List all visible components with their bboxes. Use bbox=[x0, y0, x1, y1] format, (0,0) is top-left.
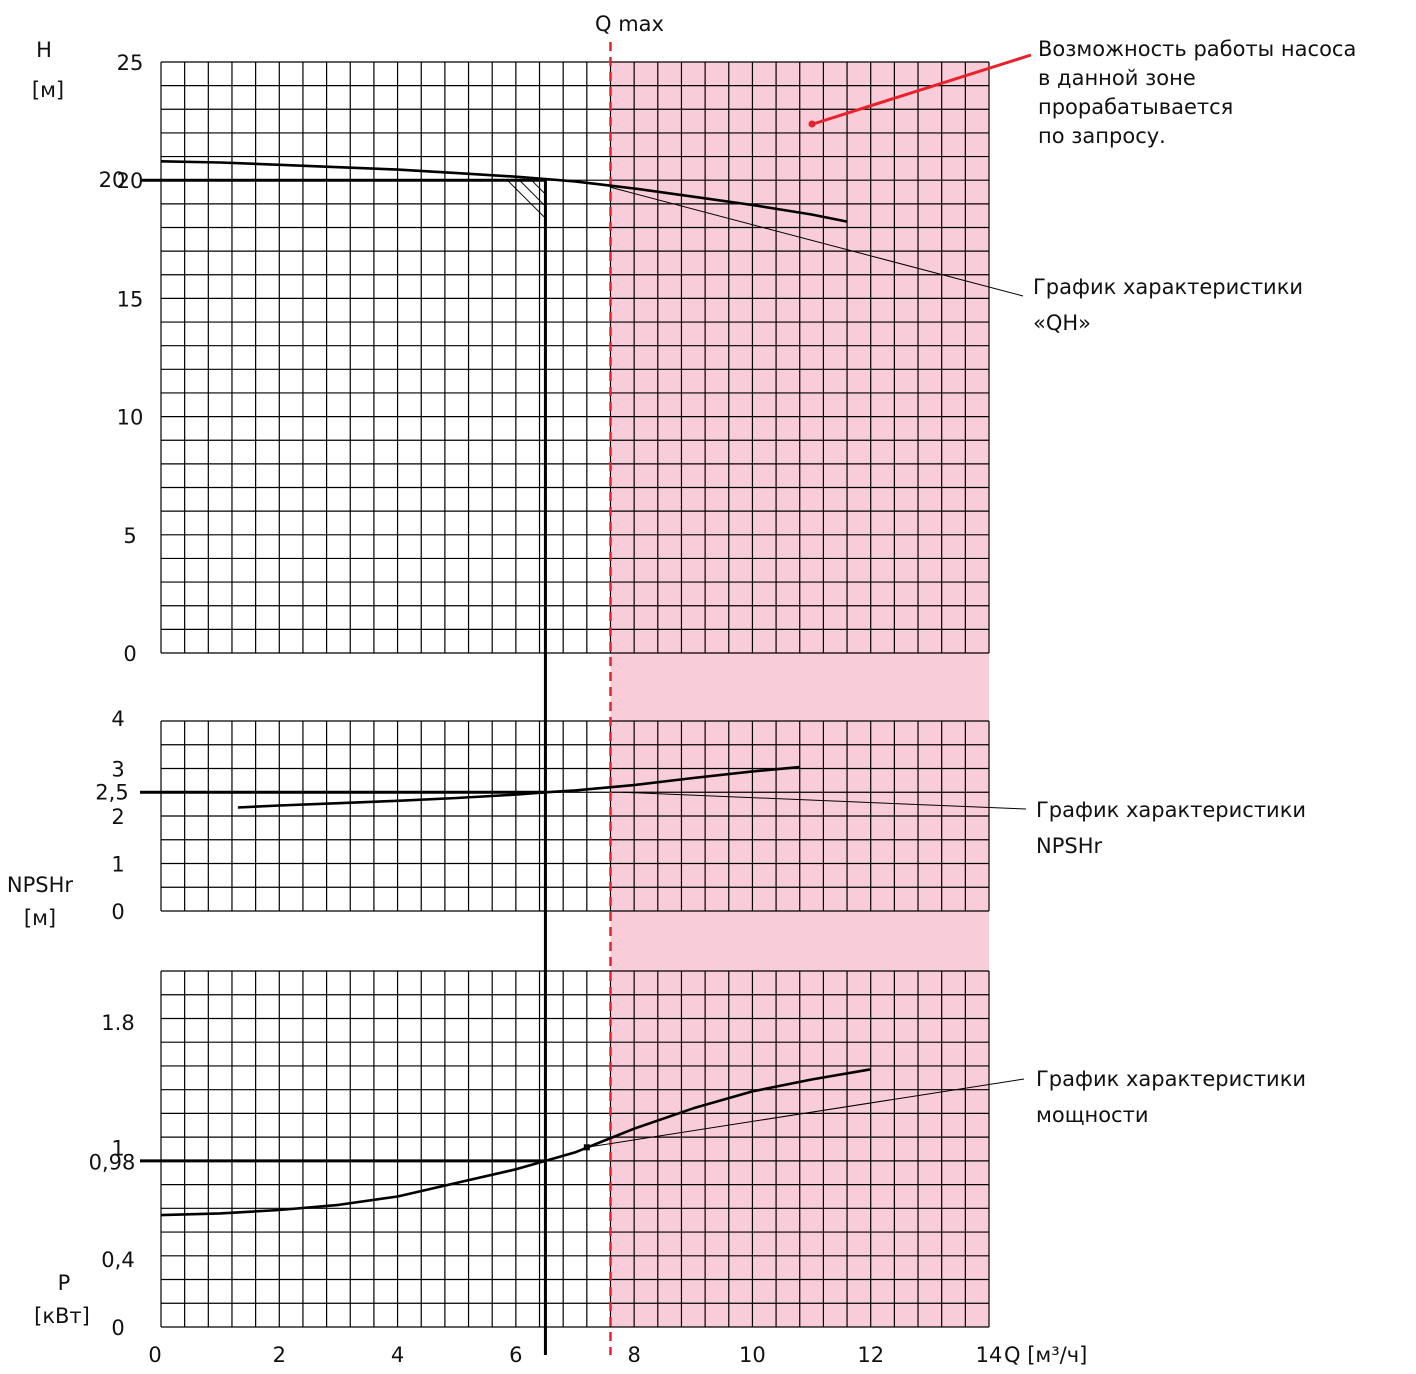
y-tick-label-qh: 15 bbox=[117, 287, 144, 311]
q-max-label: Q max bbox=[595, 12, 664, 36]
callout-leader-npshr bbox=[622, 791, 1027, 810]
y-tick-label-npshr: 1 bbox=[111, 853, 124, 877]
y-tick-label-qh: 10 bbox=[117, 406, 144, 430]
y-axis-label-npshr: [м] bbox=[24, 906, 56, 930]
zone-note-text: прорабатывается bbox=[1038, 95, 1233, 119]
y-tick-label-npshr: 4 bbox=[111, 707, 124, 731]
series-npshr bbox=[237, 765, 800, 809]
callout-leader-power bbox=[586, 1078, 1025, 1148]
duty-marker-label-npshr: 2,5 bbox=[95, 780, 128, 804]
y-axis-label-npshr: NPSHr bbox=[7, 873, 73, 897]
y-tick-label-npshr: 2 bbox=[111, 805, 124, 829]
y-axis-label-qh: [м] bbox=[32, 78, 64, 102]
duty-point-guides bbox=[140, 42, 612, 1355]
zone-note-text: по запросу. bbox=[1038, 124, 1166, 148]
y-tick-label-npshr: 3 bbox=[111, 758, 124, 782]
y-tick-label-power: 0,4 bbox=[101, 1248, 134, 1272]
callout-text-power: мощности bbox=[1036, 1103, 1148, 1127]
callout-text-qh: График характеристики bbox=[1033, 275, 1303, 299]
x-tick-label: 4 bbox=[391, 1343, 404, 1367]
y-tick-label-npshr: 0 bbox=[111, 900, 124, 924]
tolerance-hatch bbox=[531, 179, 546, 195]
zone-note-text: Возможность работы насоса bbox=[1038, 37, 1356, 61]
y-axis-label-power: [кВт] bbox=[34, 1304, 90, 1328]
tolerance-triangle bbox=[507, 179, 546, 220]
grid-power bbox=[160, 970, 990, 1328]
y-tick-label-qh: 5 bbox=[123, 524, 136, 548]
y-tick-label-power: 1.8 bbox=[101, 1011, 134, 1035]
x-axis-label: Q [м³/ч] bbox=[1004, 1343, 1087, 1367]
x-tick-label: 8 bbox=[627, 1343, 640, 1367]
y-axis-label-qh: H bbox=[36, 38, 52, 62]
duty-marker-label-qh: 20 bbox=[99, 168, 126, 192]
grid-npshr bbox=[160, 720, 990, 912]
zone-note-arrow bbox=[812, 53, 1032, 126]
x-tick-label: 14 bbox=[976, 1343, 1003, 1367]
callout-leader-qh bbox=[610, 186, 1024, 297]
y-tick-label-qh: 0 bbox=[123, 642, 136, 666]
x-tick-label: 0 bbox=[148, 1343, 161, 1367]
callout-text-npshr: NPSHr bbox=[1036, 834, 1102, 858]
series-power bbox=[160, 1068, 871, 1217]
series-layer bbox=[160, 160, 1027, 1217]
y-tick-label-qh: 20 bbox=[117, 169, 144, 193]
y-tick-label-power: 0 bbox=[111, 1316, 124, 1340]
x-tick-label: 2 bbox=[273, 1343, 286, 1367]
x-tick-label: 10 bbox=[739, 1343, 766, 1367]
x-tick-label: 6 bbox=[509, 1343, 522, 1367]
zone-note-text: в данной зоне bbox=[1038, 66, 1196, 90]
y-tick-label-power: 1 bbox=[111, 1136, 124, 1160]
callout-text-qh: «QH» bbox=[1033, 311, 1091, 335]
zone-note-arrow-head bbox=[808, 120, 816, 128]
y-tick-label-qh: 25 bbox=[117, 51, 144, 75]
duty-marker-label-power: 0,98 bbox=[89, 1150, 136, 1174]
callout-text-npshr: График характеристики bbox=[1036, 798, 1306, 822]
power-curve-marker bbox=[583, 1144, 590, 1151]
y-axis-label-power: P bbox=[58, 1271, 71, 1295]
callout-text-power: График характеристики bbox=[1036, 1067, 1306, 1091]
tolerance-hatch bbox=[519, 179, 546, 207]
x-tick-label: 12 bbox=[857, 1343, 884, 1367]
series-qh bbox=[160, 160, 848, 223]
